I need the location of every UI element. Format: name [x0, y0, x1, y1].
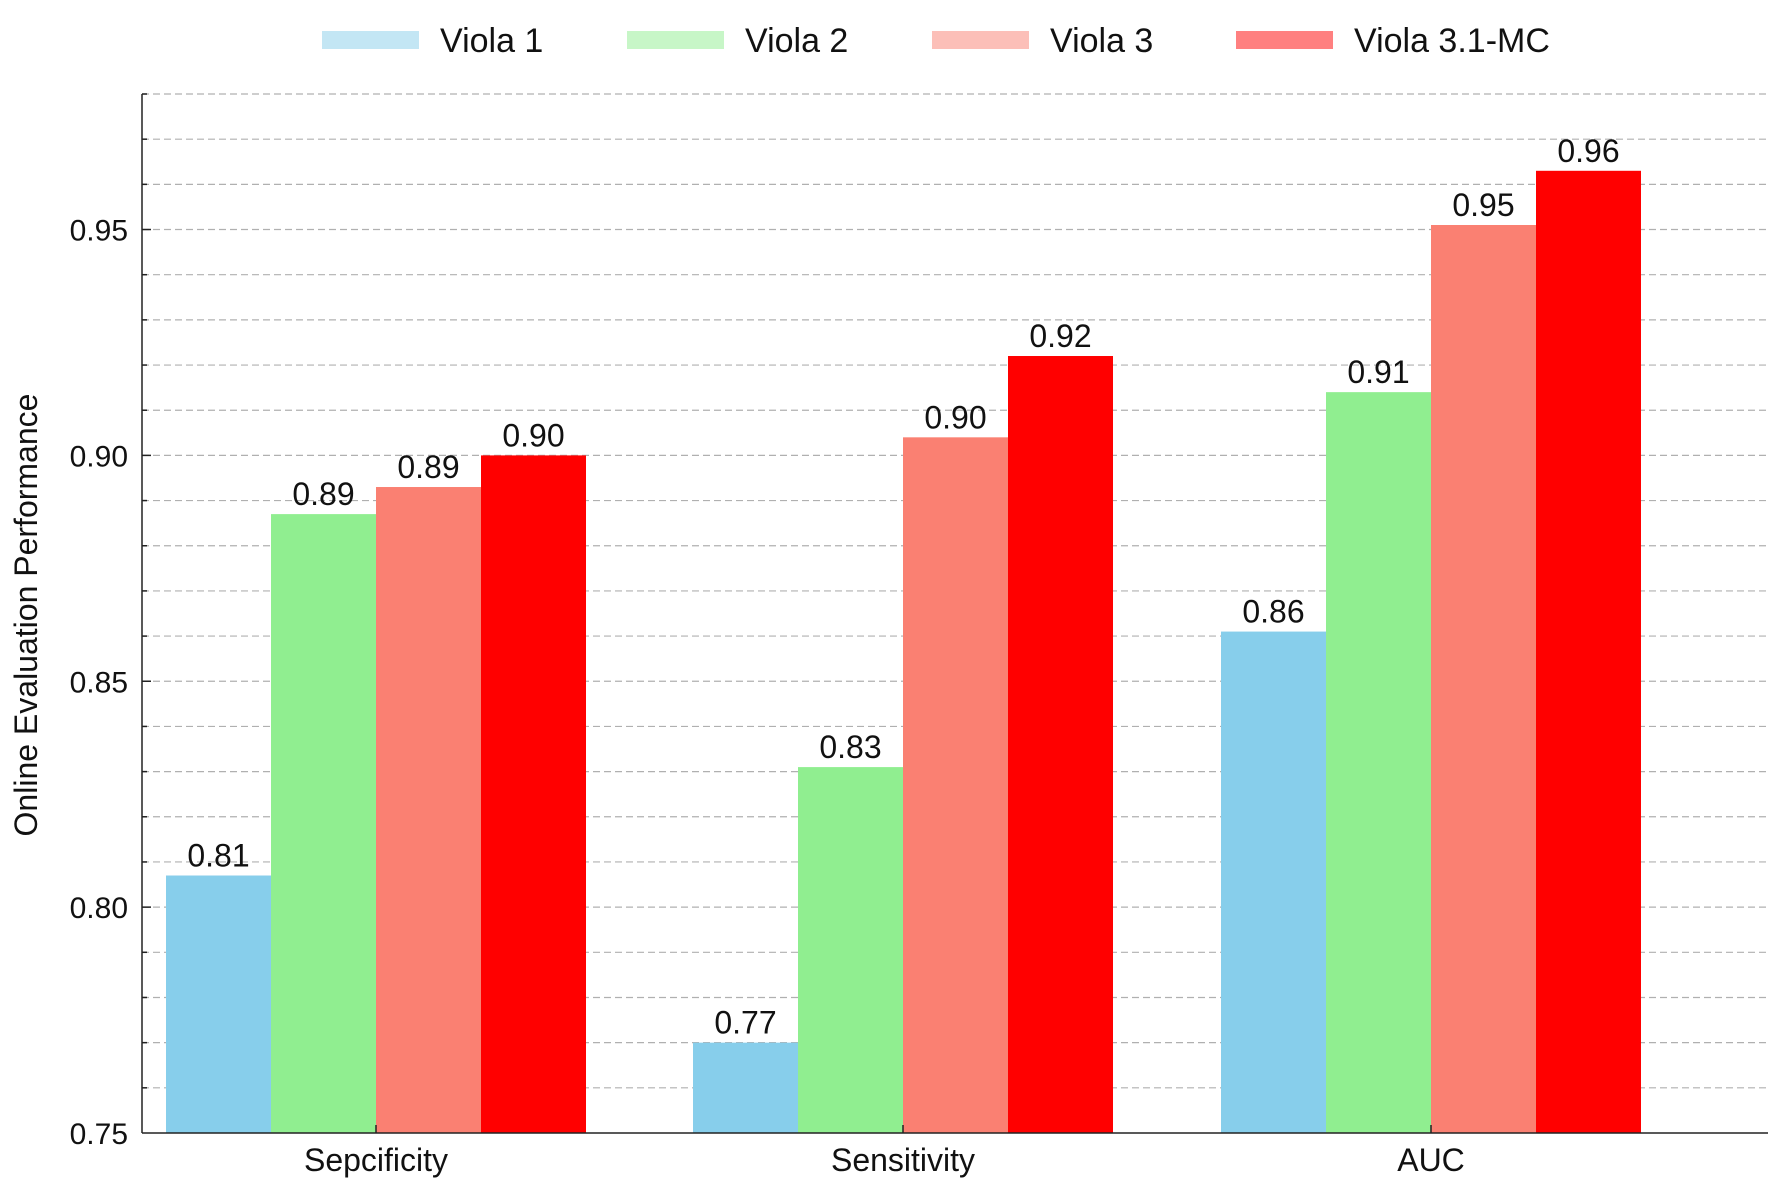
axes — [141, 93, 1768, 1134]
data-label: 0.81 — [187, 838, 249, 874]
legend-label: Viola 3.1-MC — [1354, 22, 1550, 60]
y-tick-label: 0.90 — [70, 440, 128, 473]
y-ticks: 0.75 0.80 0.85 0.90 0.95 — [70, 215, 128, 1151]
legend-swatch — [322, 31, 419, 49]
bar — [1431, 225, 1536, 1134]
bar — [1536, 170, 1641, 1133]
data-label: 0.90 — [502, 417, 564, 453]
data-labels: 0.81 0.77 0.86 0.89 0.83 0.91 0.89 0.90 0.95 0.90… — [187, 133, 1619, 1041]
y-axis-title: Online Evaluation Performance — [8, 394, 44, 837]
legend-swatch — [1236, 31, 1333, 49]
x-tick-label: AUC — [1397, 1142, 1465, 1178]
legend-label: Viola 1 — [440, 22, 543, 60]
y-tick-label: 0.95 — [70, 215, 128, 248]
bar — [271, 514, 376, 1133]
data-label: 0.77 — [714, 1005, 776, 1041]
x-tick-label: Sensitivity — [831, 1142, 975, 1178]
data-label: 0.89 — [397, 449, 459, 485]
data-label: 0.83 — [819, 729, 881, 765]
bar — [1008, 356, 1113, 1134]
legend-swatch — [932, 31, 1029, 49]
data-label: 0.91 — [1347, 354, 1409, 390]
legend-label: Viola 2 — [745, 22, 848, 60]
bar — [798, 767, 903, 1133]
data-label: 0.89 — [292, 476, 354, 512]
x-ticks: Sepcificity Sensitivity AUC — [304, 1125, 1465, 1178]
legend-swatch — [627, 31, 724, 49]
legend: Viola 1 Viola 2 Viola 3 Viola 3.1-MC — [322, 22, 1550, 60]
y-tick-label: 0.75 — [70, 1118, 128, 1151]
bar — [693, 1042, 798, 1133]
bar — [903, 437, 1008, 1133]
bar — [1221, 631, 1326, 1133]
bar — [1326, 392, 1431, 1133]
data-label: 0.95 — [1452, 187, 1514, 223]
data-label: 0.92 — [1029, 318, 1091, 354]
bars — [166, 170, 1641, 1134]
y-tick-label: 0.85 — [70, 666, 128, 699]
x-tick-label: Sepcificity — [304, 1142, 448, 1178]
data-label: 0.86 — [1242, 594, 1304, 630]
legend-label: Viola 3 — [1050, 22, 1153, 60]
bar — [376, 487, 481, 1133]
data-label: 0.90 — [924, 399, 986, 435]
y-tick-label: 0.80 — [70, 892, 128, 925]
data-label: 0.96 — [1557, 133, 1619, 169]
bar — [166, 875, 271, 1133]
bar — [481, 455, 586, 1133]
